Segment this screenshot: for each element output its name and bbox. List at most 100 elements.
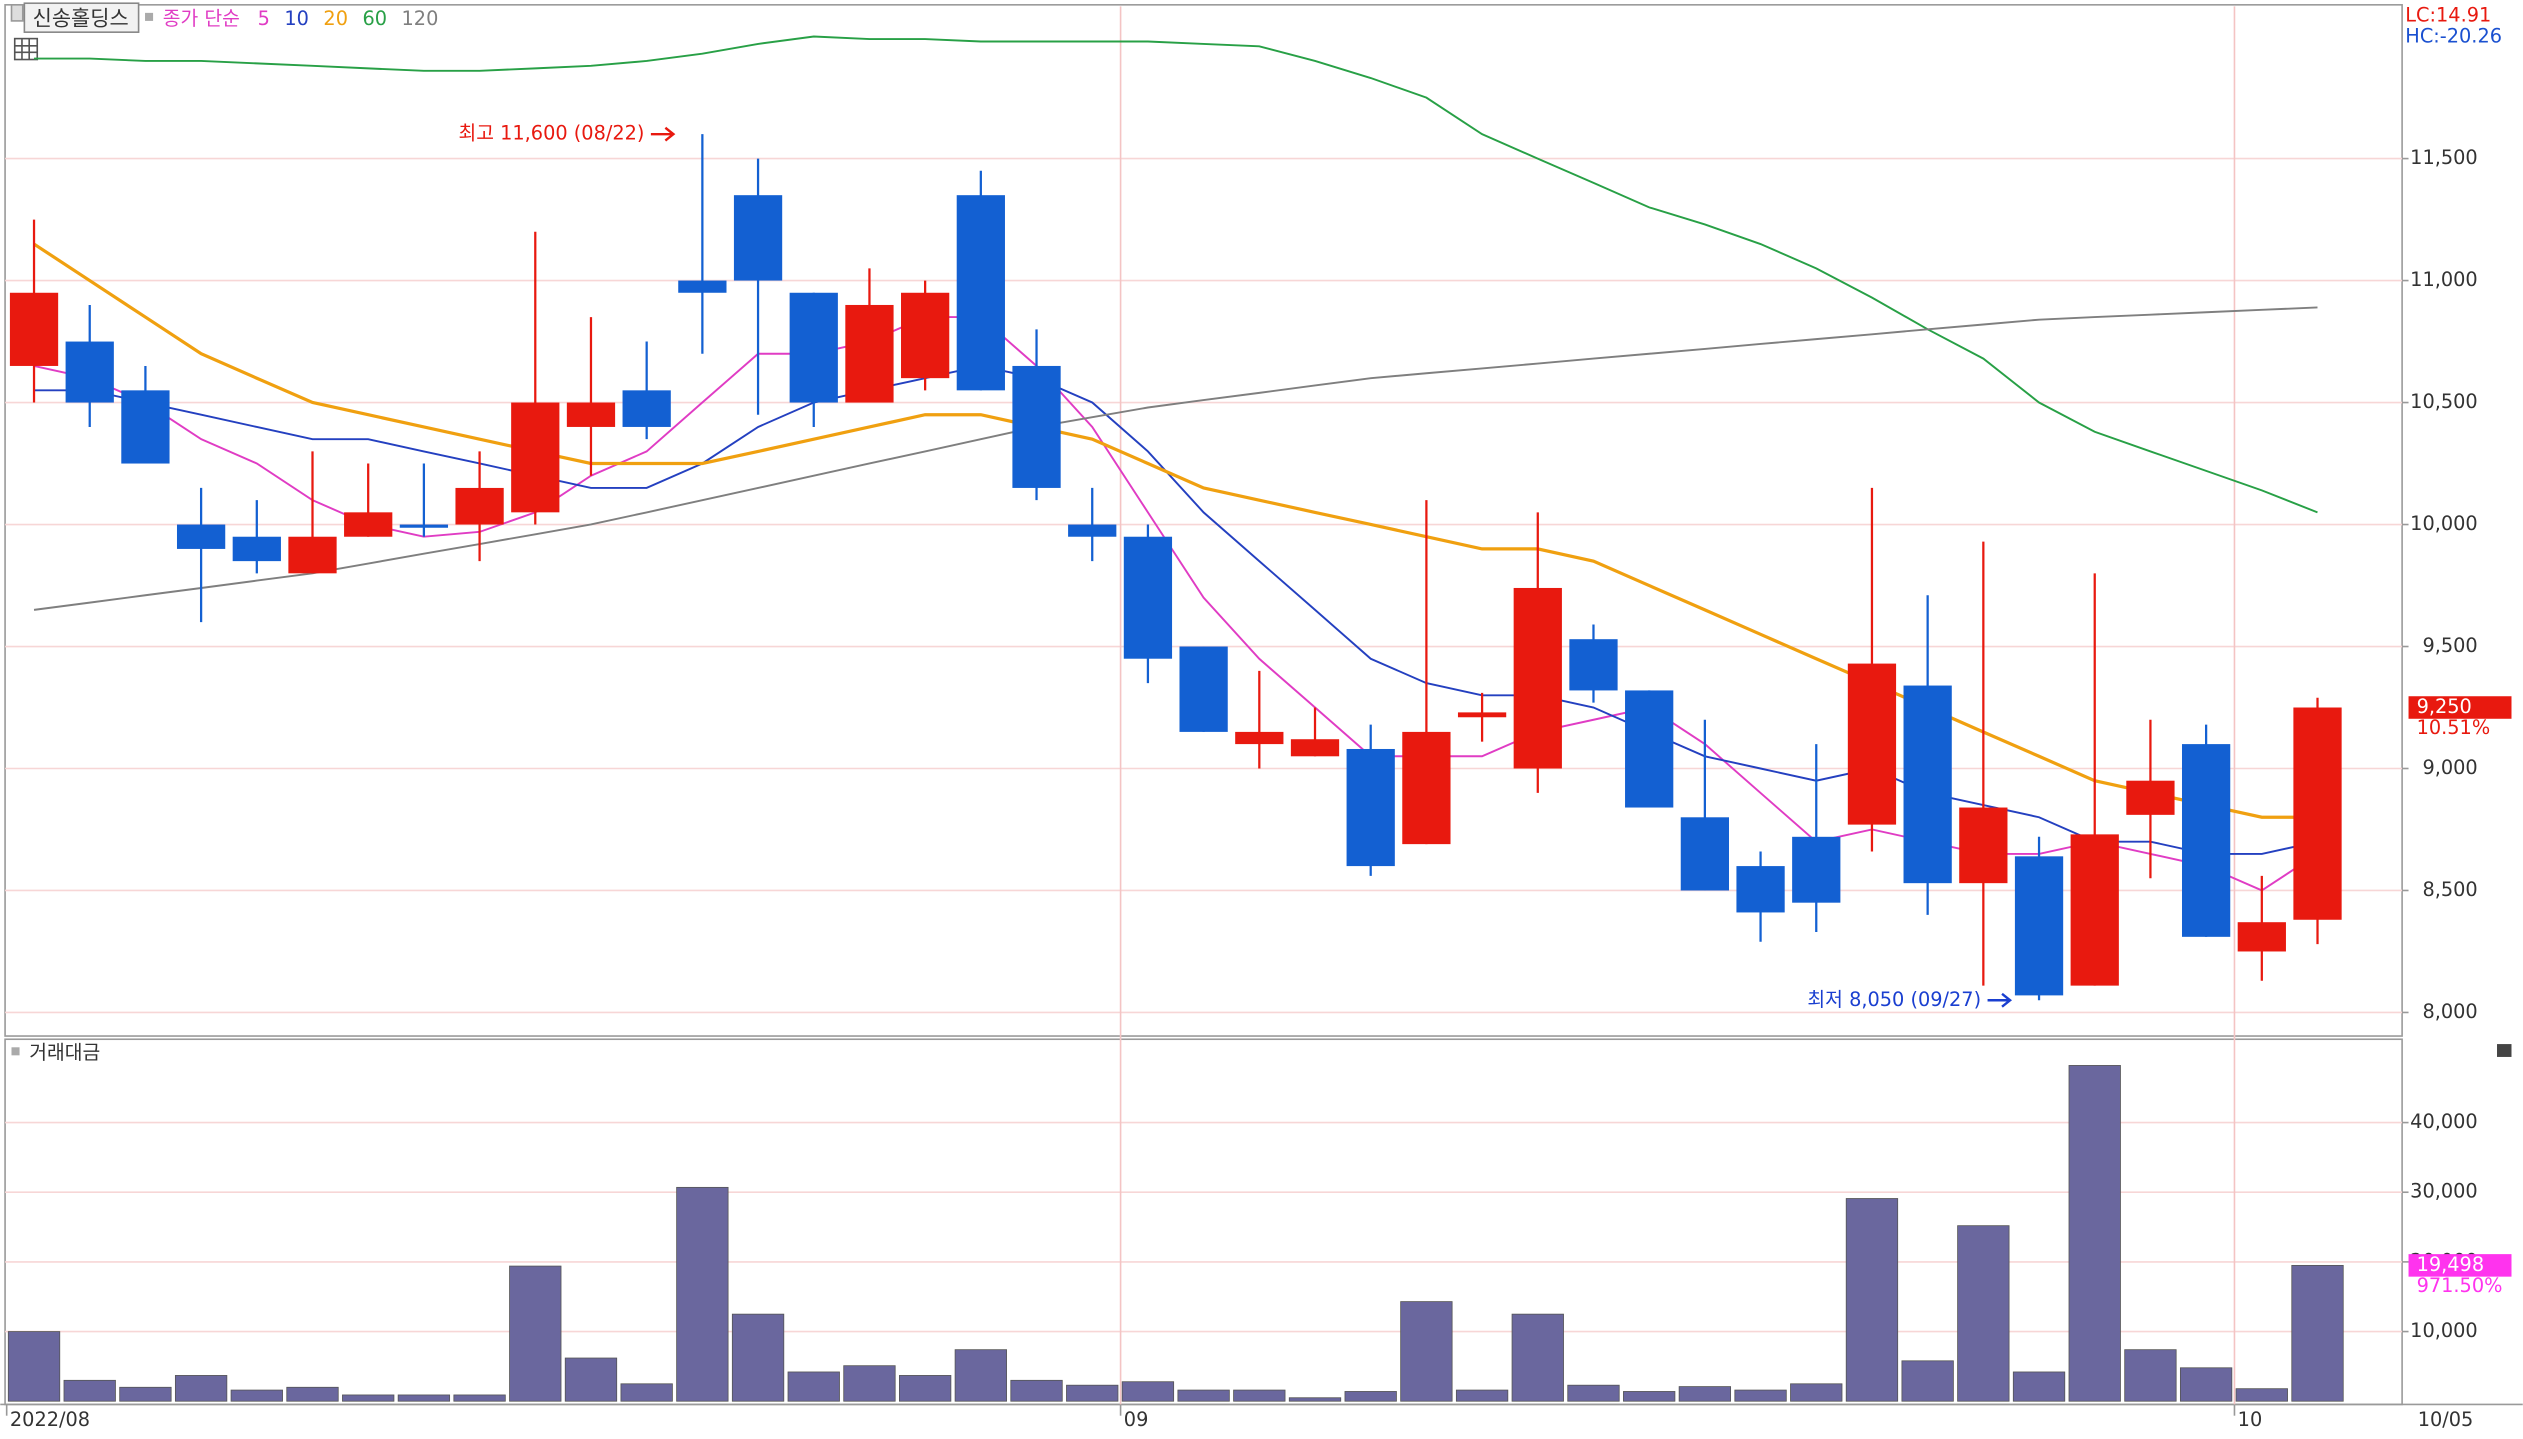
- volume-bar: [1901, 1360, 1954, 1402]
- volume-bar: [174, 1375, 228, 1402]
- candle-body: [288, 536, 337, 574]
- y-tick-label: 8,000: [2422, 1000, 2477, 1023]
- volume-bar: [843, 1365, 896, 1402]
- annotation-arrow: [650, 126, 676, 142]
- change-label: 971.50%: [2417, 1274, 2503, 1297]
- y-tick-label: 11,000: [2410, 268, 2478, 291]
- candle-body: [956, 195, 1005, 391]
- volume-bar: [342, 1394, 395, 1402]
- volume-bar: [230, 1389, 283, 1402]
- legend-entry: 10: [284, 7, 309, 30]
- y-tick-label: 10,000: [2410, 1319, 2478, 1342]
- candle-body: [1959, 807, 2008, 884]
- volume-bar: [397, 1394, 451, 1402]
- candle-body: [65, 341, 114, 403]
- volume-bar: [1845, 1198, 1899, 1402]
- volume-bar: [787, 1371, 840, 1402]
- candle-body: [733, 195, 783, 281]
- lc-label: LC:14.91: [2405, 4, 2491, 27]
- volume-bar: [1233, 1389, 1286, 1402]
- volume-bar: [1344, 1391, 1397, 1402]
- candle-body: [845, 304, 894, 403]
- volume-bar: [731, 1313, 785, 1402]
- candle-body: [455, 487, 504, 525]
- volume-bar: [119, 1386, 172, 1402]
- volume-bar: [1400, 1301, 1453, 1402]
- legend-entry: 5: [258, 7, 270, 30]
- legend-entry: 20: [323, 7, 348, 30]
- table-icon-grid: [14, 38, 38, 60]
- volume-bar: [676, 1186, 729, 1402]
- value-tag-label: 9,250: [2417, 695, 2472, 718]
- volume-bar: [1288, 1397, 1342, 1402]
- y-tick-label: 30,000: [2410, 1180, 2478, 1203]
- annotation-arrow: [1987, 992, 2013, 1008]
- candle-body: [2237, 922, 2286, 952]
- volume-bar: [1177, 1389, 1230, 1402]
- candle-body: [622, 390, 671, 427]
- candle-body: [511, 402, 560, 513]
- volume-bar: [1734, 1389, 1787, 1402]
- volume-bar: [1790, 1383, 1843, 1402]
- volume-bar: [1678, 1386, 1732, 1402]
- candle-body: [1625, 690, 1674, 808]
- table-icon[interactable]: [13, 37, 39, 61]
- header-marker: [10, 4, 24, 22]
- candle-body: [1402, 731, 1451, 845]
- volume-bar: [1957, 1225, 2010, 1402]
- legend-entry: 120: [402, 7, 439, 30]
- candle-body: [901, 292, 950, 379]
- volume-bar: [7, 1331, 61, 1402]
- y-tick-label: 10,500: [2410, 390, 2478, 413]
- candle-body: [1012, 365, 1061, 488]
- candle-body: [2181, 744, 2231, 937]
- volume-bar: [2068, 1065, 2121, 1402]
- volume-bar: [63, 1379, 116, 1402]
- candle-body: [1123, 536, 1173, 659]
- volume-bar: [453, 1394, 506, 1402]
- candle-body: [566, 402, 616, 427]
- candle-body: [1290, 739, 1340, 757]
- y-tick-label: 9,500: [2422, 634, 2477, 657]
- x-tick-label: 10: [2238, 1408, 2263, 1431]
- x-tick-label: 2022/08: [10, 1408, 90, 1431]
- candle-body: [789, 292, 838, 403]
- volume-bar: [2179, 1367, 2233, 1402]
- candle-body: [1179, 646, 1228, 732]
- volume-bar: [1511, 1313, 1564, 1402]
- value-tag-label: 19,498: [2417, 1253, 2485, 1276]
- legend-marker: [145, 12, 154, 21]
- y-tick-label: 8,500: [2422, 878, 2477, 901]
- title-box[interactable]: [23, 2, 140, 33]
- volume-title: 거래대금: [29, 1041, 100, 1064]
- panel-button[interactable]: [2497, 1044, 2512, 1057]
- volume-bar: [1010, 1379, 1063, 1402]
- volume-bar: [2012, 1371, 2066, 1402]
- price-panel: [4, 4, 2403, 1037]
- candle-body: [2070, 834, 2119, 986]
- volume-bar: [2235, 1388, 2288, 1402]
- hc-label: HC:-20.26: [2405, 25, 2502, 48]
- volume-bar: [2291, 1264, 2344, 1402]
- x-tick-label: 10/05: [2418, 1408, 2474, 1431]
- candle-body: [1068, 524, 1117, 537]
- candle-body: [1235, 731, 1284, 745]
- legend-subtitle: 종가 단순: [163, 7, 240, 30]
- candle-body: [1457, 712, 1507, 718]
- volume-bar: [899, 1375, 952, 1402]
- candle-body: [2126, 780, 2175, 815]
- candle-body: [678, 280, 727, 293]
- value-tag: [2408, 696, 2512, 719]
- candle-body: [121, 390, 170, 464]
- volume-bar: [509, 1265, 562, 1402]
- x-tick-label: 09: [1124, 1408, 1149, 1431]
- candle-body: [1513, 587, 1562, 769]
- volume-bar: [1121, 1381, 1175, 1402]
- candle-body: [1569, 639, 1618, 691]
- annotation-text: 최저 8,050 (09/27): [1807, 988, 1981, 1011]
- candle-body: [1847, 663, 1897, 825]
- candle-body: [344, 512, 393, 537]
- candle-body: [2293, 707, 2342, 920]
- candle-body: [9, 292, 59, 366]
